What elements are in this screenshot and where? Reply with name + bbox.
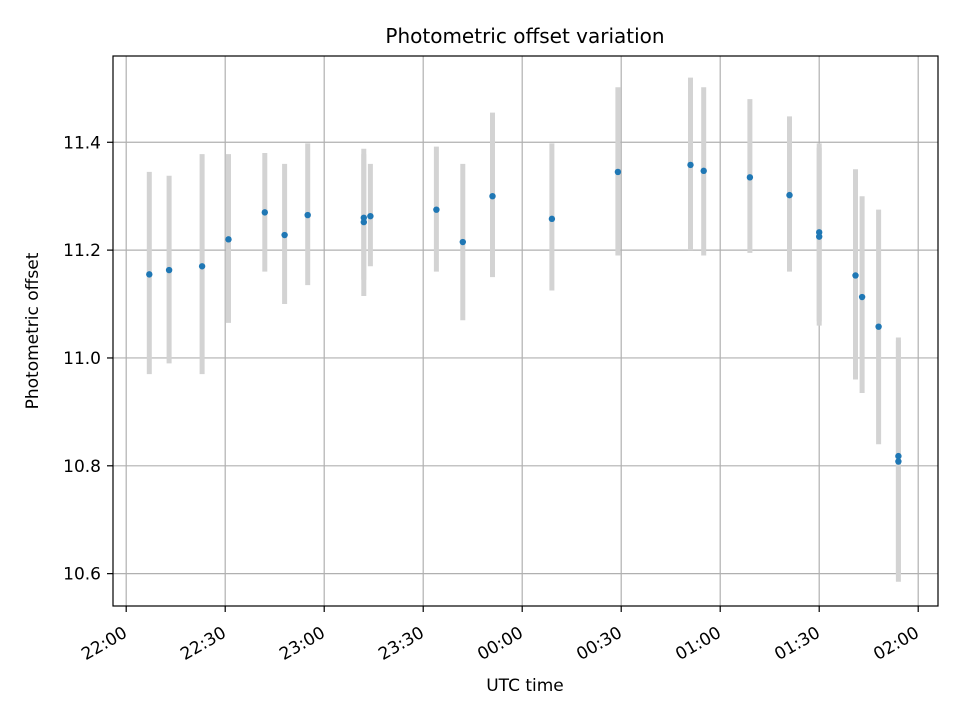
data-point [687, 161, 694, 169]
grid-layer [113, 56, 938, 606]
data-point [786, 191, 793, 199]
data-point [261, 209, 268, 216]
data-point [367, 212, 374, 220]
chart-title: Photometric offset variation [385, 24, 664, 48]
data-point [858, 293, 866, 301]
y-tick-label: 10.8 [63, 457, 101, 477]
y-tick-label: 10.6 [63, 565, 101, 585]
data-point [360, 218, 367, 226]
data-point [459, 238, 466, 246]
y-tick-label: 11.0 [63, 349, 101, 369]
y-tick-label: 11.2 [63, 241, 101, 261]
data-point [548, 215, 556, 223]
data-point [746, 174, 754, 181]
data-point [281, 231, 288, 239]
data-point [146, 271, 153, 278]
data-point [895, 452, 902, 460]
data-point [433, 206, 440, 213]
data-point [198, 263, 206, 270]
data-point [700, 167, 707, 175]
y-axis-label: Photometric offset [23, 252, 43, 409]
x-axis-label: UTC time [486, 676, 564, 696]
data-point [816, 233, 823, 240]
y-tick-label: 11.4 [63, 133, 101, 153]
plot-frame [112, 55, 939, 607]
data-point [875, 323, 882, 330]
data-point [614, 168, 622, 176]
data-point [489, 192, 496, 200]
data-point [225, 236, 232, 243]
data-point [165, 266, 173, 274]
data-point [304, 211, 311, 219]
data-point [895, 458, 902, 465]
data-point [852, 272, 859, 279]
point-layer [146, 161, 902, 465]
